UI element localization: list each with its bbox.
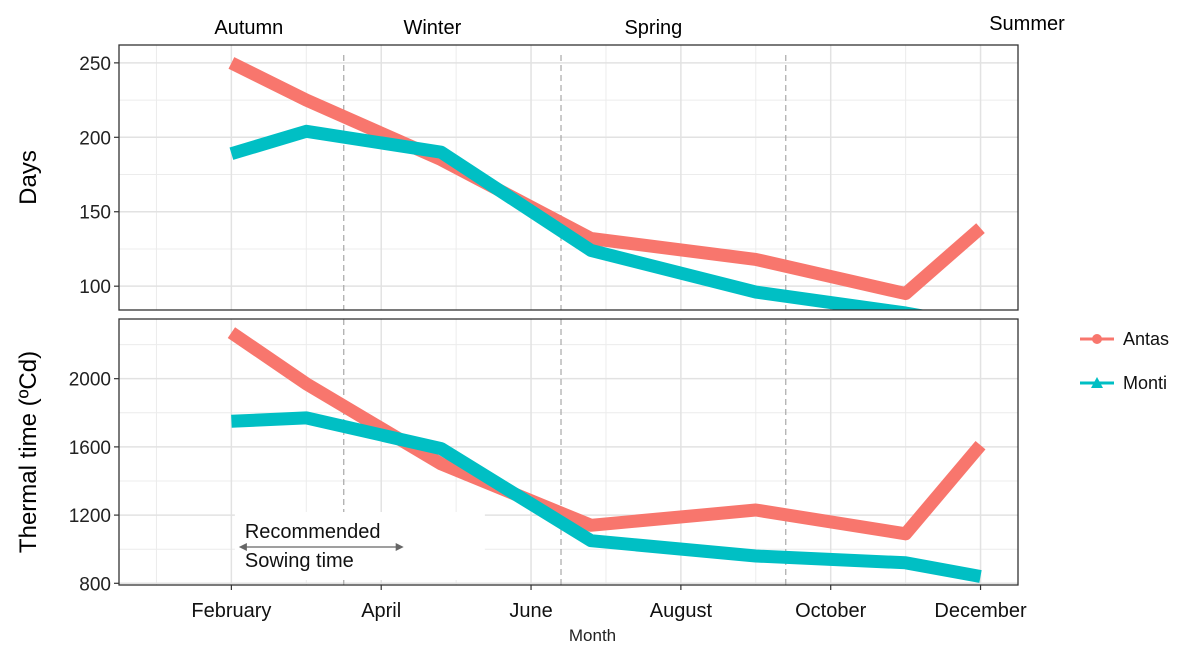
season-label-autumn: Autumn bbox=[214, 17, 283, 39]
panel-border bbox=[118, 44, 1019, 311]
panel-1: 100 150 200 250 Days bbox=[15, 44, 1019, 311]
y-tick-label: 150 bbox=[79, 203, 111, 224]
legend: Antas Monti bbox=[1080, 329, 1169, 393]
x-tick-label: April bbox=[361, 600, 401, 622]
y-tick-label: 1600 bbox=[69, 438, 111, 459]
annotation-arrowhead-right bbox=[395, 543, 404, 551]
y-tick-label: 1200 bbox=[69, 506, 111, 527]
y-tick-label: 100 bbox=[79, 277, 111, 298]
y-tick-label: 200 bbox=[79, 128, 111, 149]
annotation-line1: Recommended bbox=[245, 521, 381, 543]
legend-label-antas: Antas bbox=[1123, 329, 1169, 349]
y-tick-label: 2000 bbox=[69, 370, 111, 391]
x-tick-label: December bbox=[934, 600, 1027, 622]
legend-label-monti: Monti bbox=[1123, 373, 1167, 393]
x-axis-title: Month bbox=[569, 626, 616, 645]
legend-key-marker-circle bbox=[1092, 334, 1102, 344]
x-tick-label: August bbox=[650, 600, 713, 622]
season-label-summer: Summer bbox=[989, 13, 1065, 35]
x-tick-label: June bbox=[509, 600, 552, 622]
series-line-monti bbox=[229, 124, 926, 310]
annotation-background bbox=[234, 512, 485, 580]
x-tick-label: February bbox=[191, 600, 271, 622]
y-tick-label: 800 bbox=[79, 574, 111, 595]
series-line-antas bbox=[227, 327, 986, 541]
panel-border bbox=[118, 318, 1019, 586]
y-axis-title: Days bbox=[15, 150, 42, 205]
annotation-line2: Sowing time bbox=[245, 550, 354, 572]
season-label-winter: Winter bbox=[403, 17, 461, 39]
series-line-antas bbox=[228, 57, 985, 301]
y-tick-label: 250 bbox=[79, 54, 111, 75]
y-axis-title: Thermal time (ºCd) bbox=[15, 351, 42, 553]
x-tick-label: October bbox=[795, 600, 866, 622]
annotation-arrowhead-left bbox=[238, 543, 247, 551]
legend-key-marker-triangle bbox=[1091, 377, 1103, 388]
season-label-spring: Spring bbox=[624, 17, 682, 39]
series-line-monti bbox=[231, 411, 982, 583]
panel-2: Recommended Sowing time 800 1200 1600 2000 The… bbox=[15, 318, 1019, 595]
